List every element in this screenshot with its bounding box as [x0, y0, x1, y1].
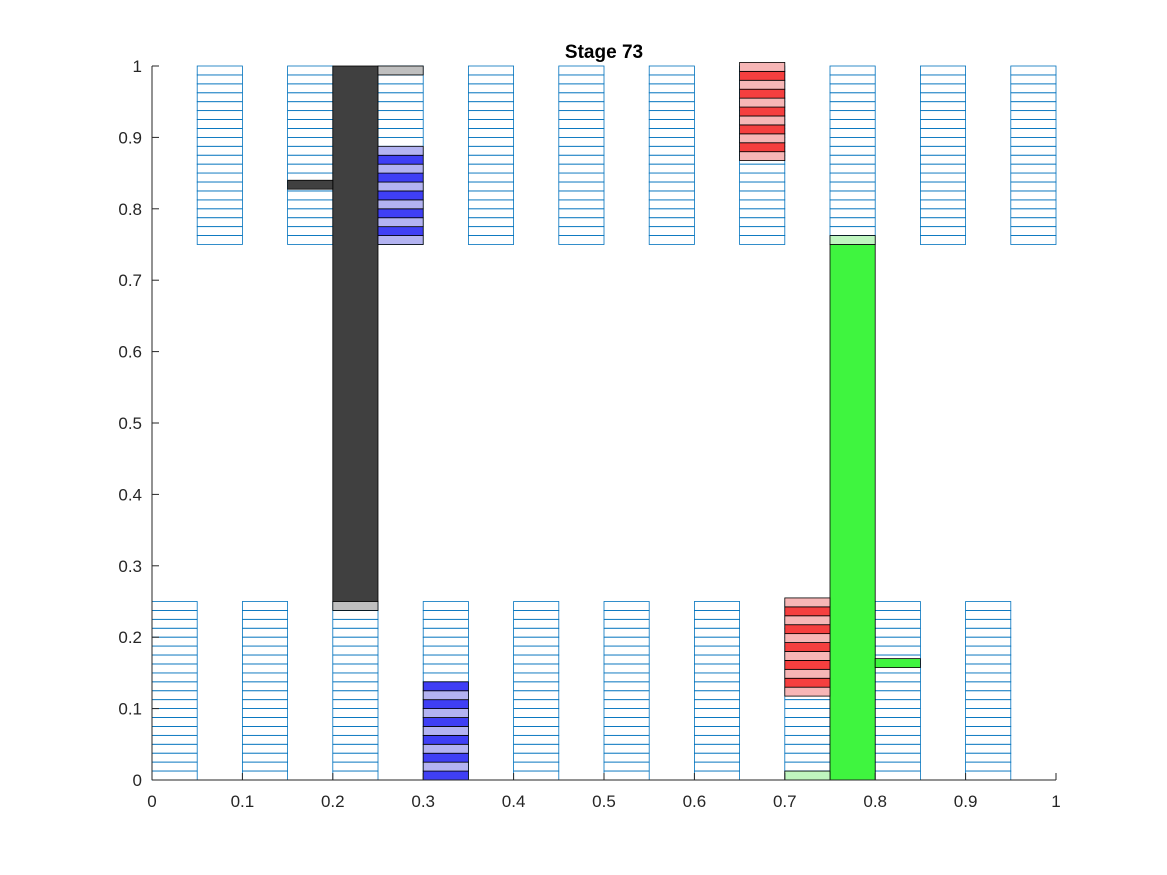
y-tick-label: 0.6	[118, 343, 142, 362]
stripe-red_light	[784, 668, 831, 679]
y-tick-label: 0.8	[118, 200, 142, 219]
x-tick-label: 0.4	[502, 792, 526, 811]
x-tick-label: 0	[147, 792, 156, 811]
block-dark_light	[332, 601, 379, 611]
stripe-red_light	[739, 151, 786, 162]
slot-cell	[965, 601, 1012, 611]
stripe-red_light	[784, 633, 831, 643]
y-tick-label: 0.4	[118, 485, 142, 504]
block-dark	[332, 65, 379, 602]
stripe-blue_light	[377, 199, 424, 210]
x-tick-label: 0.7	[773, 792, 797, 811]
y-tick-label: 0.1	[118, 700, 142, 719]
x-tick-label: 1	[1051, 792, 1060, 811]
chart-title: Stage 73	[565, 42, 643, 63]
slot-cell	[648, 65, 695, 76]
stripe-blue	[377, 226, 424, 236]
x-tick-label: 0.8	[863, 792, 887, 811]
tick-labels: 0 0.1 0.2 0.3 0.4 0.5 0.6 0.7 0.8 0.9 1 0 0.1 0.2 0.3 0…	[118, 57, 1060, 811]
stripe-red_light	[784, 597, 831, 608]
y-tick-label: 0.9	[118, 128, 142, 147]
x-tick-label: 0.9	[954, 792, 978, 811]
stripe-red	[739, 88, 786, 99]
stripe-blue_light	[377, 235, 424, 245]
y-tick-label: 0.7	[118, 271, 142, 290]
stripe-blue_light	[422, 726, 469, 736]
y-tick-label: 1	[133, 57, 142, 76]
stripe-red	[784, 660, 831, 670]
slot-cell	[241, 601, 288, 611]
slot-cell	[829, 65, 876, 76]
stripe-red	[784, 642, 831, 652]
axes	[151, 65, 1057, 781]
stripe-red	[784, 677, 831, 688]
stripe-blue	[422, 681, 469, 692]
slot-cell	[558, 65, 605, 76]
stripe-blue	[377, 172, 424, 183]
x-tick-label: 0.3	[411, 792, 435, 811]
x-tick-label: 0.2	[321, 792, 345, 811]
slot-cell	[513, 601, 560, 611]
block-layer	[287, 62, 921, 781]
block-dark	[287, 179, 334, 190]
block-green_light	[829, 235, 876, 245]
stripe-blue	[422, 717, 469, 727]
stripe-red	[784, 624, 831, 635]
stripe-red	[739, 106, 786, 117]
stripe-red	[739, 70, 786, 81]
stripe-blue	[377, 154, 424, 165]
stripe-blue_light	[377, 217, 424, 228]
stripe-red_light	[784, 651, 831, 661]
stripe-blue	[422, 752, 469, 763]
stripe-blue_light	[422, 761, 469, 772]
stripe-blue_light	[377, 163, 424, 174]
stripe-blue	[377, 190, 424, 201]
stripe-blue	[422, 770, 469, 781]
slot-cell	[1010, 65, 1057, 76]
stripe-red_light	[784, 615, 831, 626]
x-tick-label: 0.1	[231, 792, 255, 811]
x-tick-label: 0.6	[683, 792, 707, 811]
block-dark_light	[377, 65, 424, 76]
stripe-blue_light	[422, 708, 469, 718]
stripe-red_light	[739, 115, 786, 126]
slot-cell	[196, 65, 243, 76]
block-green_light	[784, 770, 831, 781]
slot-cell	[603, 601, 650, 611]
block-green	[829, 244, 876, 781]
stripe-blue	[422, 699, 469, 709]
y-tick-label: 0.5	[118, 414, 142, 433]
stripe-blue	[377, 208, 424, 219]
stripe-red_light	[739, 62, 786, 72]
stripe-red_light	[739, 97, 786, 108]
stripe-red_light	[739, 79, 786, 90]
y-tick-label: 0	[133, 771, 142, 790]
stripe-blue_light	[422, 743, 469, 754]
y-tick-label: 0.3	[118, 557, 142, 576]
stripe-red_light	[784, 686, 831, 697]
stripe-red	[784, 606, 831, 617]
slot-cell	[467, 65, 514, 76]
stripe-red	[739, 124, 786, 135]
stripe-blue_light	[422, 690, 469, 701]
stripe-blue_light	[377, 181, 424, 192]
x-tick-label: 0.5	[592, 792, 616, 811]
block-green	[874, 658, 921, 668]
stripe-blue	[422, 734, 469, 745]
stripe-red_light	[739, 133, 786, 144]
stripe-blue_light	[377, 145, 424, 156]
slot-cell	[422, 601, 469, 611]
stripe-red	[739, 142, 786, 153]
slot-cell	[920, 65, 967, 76]
slot-cell	[694, 601, 741, 611]
y-tick-label: 0.2	[118, 628, 142, 647]
